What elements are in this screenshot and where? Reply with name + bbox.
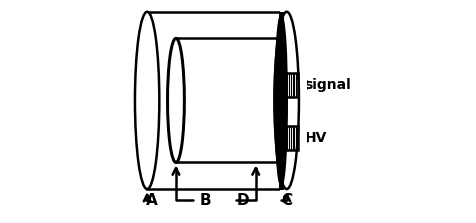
Ellipse shape bbox=[275, 12, 299, 189]
Text: HV: HV bbox=[305, 131, 327, 145]
Bar bbox=[286, 73, 298, 97]
Ellipse shape bbox=[135, 12, 159, 189]
Bar bbox=[286, 126, 298, 150]
Text: B: B bbox=[199, 193, 211, 208]
Text: C: C bbox=[281, 193, 292, 208]
Text: A: A bbox=[146, 193, 158, 208]
Ellipse shape bbox=[276, 16, 287, 185]
Bar bbox=[280, 10, 307, 191]
Bar bbox=[286, 73, 298, 97]
Text: D: D bbox=[237, 193, 249, 208]
Bar bbox=[286, 126, 298, 150]
Ellipse shape bbox=[168, 38, 184, 163]
Text: signal: signal bbox=[305, 78, 351, 92]
